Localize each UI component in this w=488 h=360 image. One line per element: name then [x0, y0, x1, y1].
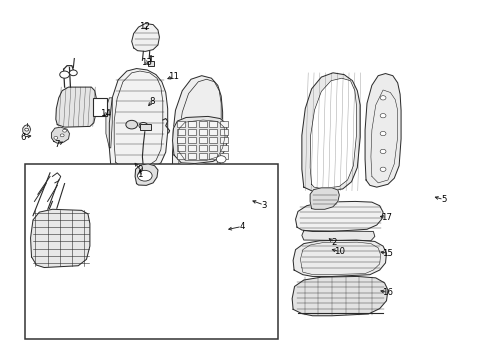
Bar: [188, 129, 196, 135]
Bar: [220, 145, 227, 151]
Text: 2: 2: [331, 238, 337, 247]
Bar: [209, 145, 217, 151]
Circle shape: [216, 156, 225, 163]
Text: 16: 16: [382, 288, 393, 297]
Bar: [140, 123, 151, 130]
Polygon shape: [30, 209, 90, 267]
Circle shape: [379, 167, 385, 171]
Circle shape: [379, 113, 385, 118]
Polygon shape: [56, 87, 96, 127]
Bar: [177, 121, 185, 127]
Text: 14: 14: [100, 109, 111, 118]
Text: 7: 7: [55, 140, 60, 149]
Polygon shape: [295, 202, 382, 231]
Polygon shape: [172, 76, 222, 185]
Polygon shape: [109, 68, 167, 168]
Bar: [209, 129, 217, 135]
Text: 1: 1: [137, 170, 142, 179]
Circle shape: [379, 96, 385, 100]
Text: 9: 9: [137, 165, 142, 174]
Text: 17: 17: [381, 213, 392, 222]
Circle shape: [60, 71, 69, 78]
Text: 4: 4: [239, 222, 244, 231]
Text: 6: 6: [20, 132, 26, 141]
Bar: [188, 145, 196, 151]
Polygon shape: [106, 98, 112, 148]
Bar: [199, 145, 206, 151]
Bar: [177, 145, 185, 151]
Polygon shape: [365, 73, 400, 187]
Text: 15: 15: [382, 249, 393, 258]
Bar: [188, 137, 196, 143]
Polygon shape: [292, 240, 386, 276]
Bar: [188, 153, 196, 158]
Circle shape: [60, 134, 64, 137]
Bar: [93, 98, 107, 116]
Bar: [148, 62, 154, 66]
Text: 3: 3: [261, 201, 266, 210]
Bar: [199, 129, 206, 135]
Polygon shape: [301, 73, 360, 192]
Bar: [199, 137, 206, 143]
Polygon shape: [309, 188, 339, 209]
Polygon shape: [23, 125, 30, 135]
Circle shape: [379, 131, 385, 136]
Circle shape: [379, 149, 385, 154]
Circle shape: [139, 122, 147, 129]
Bar: [177, 137, 185, 143]
Circle shape: [62, 129, 66, 132]
Bar: [188, 121, 196, 127]
Bar: [209, 153, 217, 158]
Text: 10: 10: [333, 247, 344, 256]
Polygon shape: [172, 116, 227, 163]
Polygon shape: [291, 276, 387, 316]
Polygon shape: [301, 231, 374, 241]
Bar: [209, 137, 217, 143]
Polygon shape: [309, 78, 356, 189]
Circle shape: [25, 128, 29, 131]
Text: 8: 8: [149, 97, 155, 106]
Bar: [209, 121, 217, 127]
Polygon shape: [190, 183, 209, 194]
Polygon shape: [51, 127, 69, 143]
Text: 12: 12: [139, 22, 150, 31]
Bar: [177, 153, 185, 158]
Bar: [199, 153, 206, 158]
Polygon shape: [131, 23, 159, 51]
Text: 11: 11: [168, 72, 179, 81]
Bar: [220, 137, 227, 143]
Circle shape: [54, 136, 58, 139]
Bar: [199, 121, 206, 127]
Polygon shape: [135, 164, 158, 185]
Bar: [220, 121, 227, 127]
Circle shape: [69, 70, 77, 76]
Bar: [25, 164, 277, 339]
Circle shape: [137, 170, 152, 181]
Bar: [220, 129, 227, 135]
Bar: [177, 129, 185, 135]
Text: 5: 5: [440, 195, 446, 204]
Text: 13: 13: [141, 58, 151, 67]
Circle shape: [125, 120, 137, 129]
Bar: [220, 153, 227, 158]
